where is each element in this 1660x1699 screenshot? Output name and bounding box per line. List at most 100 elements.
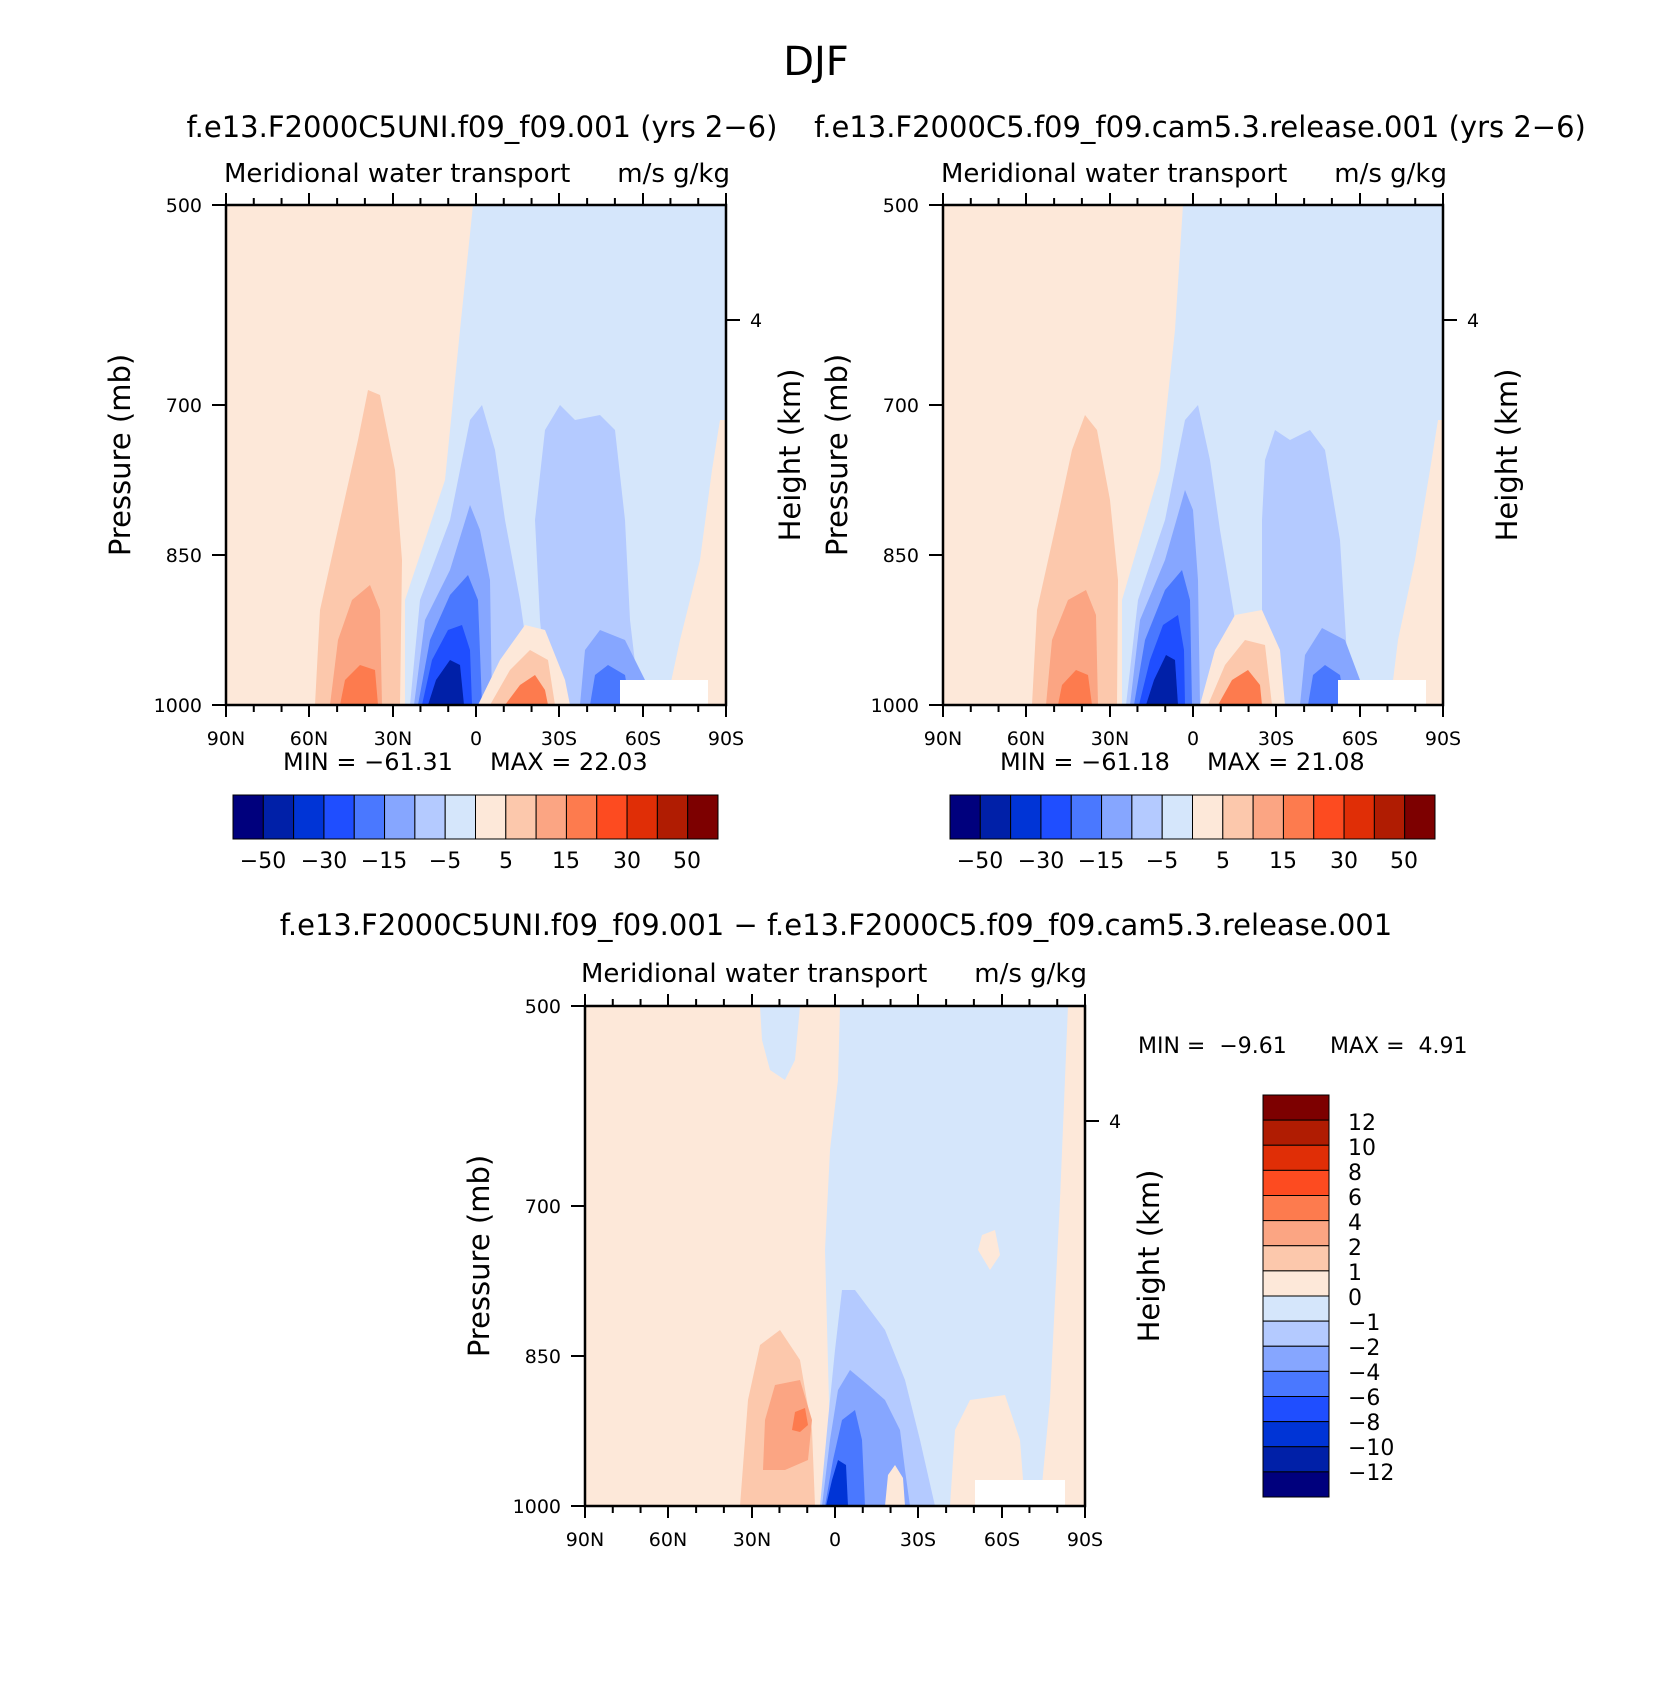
- panel-2-colorbar: [949, 794, 1436, 840]
- panel-3-cbar-label-2: 10: [1348, 1136, 1376, 1161]
- panel-1-ylabel: Pressure (mb): [103, 354, 137, 556]
- panel-3-colorbar-box: [1262, 1421, 1330, 1448]
- panel-3-plot-area: [585, 1006, 1085, 1506]
- panel-3-colorbar-box: [1262, 1370, 1330, 1397]
- panel-3-xtick-30n: 30N: [733, 1529, 771, 1551]
- panel-3-cbar-label-15: −12: [1348, 1461, 1394, 1486]
- panel-2-colorbar-box: [949, 794, 981, 840]
- panel-3-xtick-30s: 30S: [900, 1529, 936, 1551]
- panel-2-colorbar-box: [1282, 794, 1315, 840]
- panel-3-colorbar-box: [1262, 1094, 1330, 1121]
- panel-3-ytick-700: 700: [525, 1196, 561, 1218]
- panel-3-units: m/s g/kg: [974, 959, 1087, 989]
- panel-1-sh-positive-blob-3: [505, 675, 548, 705]
- panel-1-colorbar-box: [687, 794, 719, 840]
- panel-3-colorbar-box: [1262, 1195, 1330, 1222]
- panel-2-units: m/s g/kg: [1334, 159, 1447, 189]
- panel-3-colorbar-box: [1262, 1220, 1330, 1247]
- panel-1-cbar-label-1: −50: [240, 849, 286, 874]
- panel-3-ytick-1000: 1000: [513, 1496, 561, 1518]
- panel-3-colorbar-labels: 12 10 8 6 4 2 1 0 −1 −2 −4 −6 −8 −10 −12: [1348, 1111, 1394, 1486]
- panel-2-cbar-label-4: −5: [1146, 849, 1178, 874]
- panel-3-ytick-500: 500: [525, 996, 561, 1018]
- panel-2-ylabel: Pressure (mb): [820, 354, 854, 556]
- panel-1-xtick-90n: 90N: [207, 728, 245, 750]
- panel-1-colorbar-box: [262, 794, 295, 840]
- panel-2-ytick-850: 850: [883, 545, 919, 567]
- panel-1-ytick-700: 700: [166, 395, 202, 417]
- panel-2-xtick-90n: 90N: [924, 728, 962, 750]
- panel-3-cbar-label-3: 8: [1348, 1161, 1362, 1186]
- panel-1-colorbar-box: [626, 794, 658, 840]
- panel-1-max-label: MAX = 22.03: [490, 748, 648, 776]
- figure-title: DJF: [783, 39, 849, 85]
- panel-3-colorbar-box: [1262, 1245, 1330, 1272]
- panel-3-colorbar-box: [1262, 1471, 1330, 1498]
- panel-1-colorbar-box: [384, 794, 416, 840]
- panel-2-colorbar-box: [1343, 794, 1375, 840]
- panel-2-xtick-0: 0: [1187, 728, 1199, 750]
- panel-2-cbar-label-5: 5: [1216, 849, 1230, 874]
- panel-1-right-tick-4: 4: [750, 310, 762, 332]
- panel-2-cbar-label-2: −30: [1018, 849, 1064, 874]
- panel-3-ytick-850: 850: [525, 1346, 561, 1368]
- panel-1-colorbar-box: [565, 794, 598, 840]
- panel-3-colorbar: [1262, 1094, 1330, 1498]
- panel-2-colorbar-box: [1131, 794, 1163, 840]
- panel-3-x-ticks: [584, 994, 1086, 1518]
- panel-2-title: f.e13.F2000C5.f09_f09.cam5.3.release.001…: [814, 110, 1586, 144]
- panel-2-ytick-500: 500: [883, 195, 919, 217]
- panel-1-colorbar-box: [656, 794, 689, 840]
- panel-2-cbar-label-8: 50: [1390, 849, 1418, 874]
- panel-3-polar-positive: [1040, 1006, 1085, 1506]
- panel-2-cbar-label-3: −15: [1078, 849, 1124, 874]
- panel-3-xtick-0: 0: [829, 1529, 841, 1551]
- panel-3-colorbar-box: [1262, 1270, 1330, 1297]
- panel-3-xtick-60n: 60N: [649, 1529, 687, 1551]
- panel-1-colorbar: [232, 794, 719, 840]
- panel-2-colorbar-box: [1192, 794, 1224, 840]
- panel-3-sh-small-positive: [885, 1465, 905, 1506]
- panel-3-xtick-90s: 90S: [1067, 1529, 1103, 1551]
- panel-1-min-label: MIN = −61.31: [283, 748, 453, 776]
- panel-2-plot-area: [943, 205, 1443, 705]
- panel-3-upper-negative-patch: [760, 1006, 800, 1080]
- panel-1-colorbar-box: [293, 794, 325, 840]
- panel-1-variable: Meridional water transport: [224, 159, 570, 189]
- panel-1-cbar-label-4: −5: [429, 849, 461, 874]
- panel-1-sh-negative-mid: [535, 405, 640, 705]
- panel-1-cbar-label-5: 5: [499, 849, 513, 874]
- panel-2-nh-core-blob: [1058, 670, 1092, 705]
- panel-1-cbar-label-7: 30: [613, 849, 641, 874]
- panel-1-cbar-label-8: 50: [673, 849, 701, 874]
- panel-2-max-label: MAX = 21.08: [1207, 748, 1365, 776]
- panel-1-right-label: Height (km): [773, 369, 807, 542]
- panel-2-colorbar-box: [1101, 794, 1133, 840]
- panel-2-eq-negative-4: [1146, 655, 1178, 705]
- panel-3-cbar-label-14: −10: [1348, 1436, 1394, 1461]
- panel-3-colorbar-box: [1262, 1320, 1330, 1347]
- panel-2-ytick-700: 700: [883, 395, 919, 417]
- panel-1-x-ticks: [225, 193, 727, 717]
- panel-2-xtick-60n: 60N: [1007, 728, 1045, 750]
- panel-2-cbar-label-6: 15: [1269, 849, 1297, 874]
- panel-1-xtick-30n: 30N: [374, 728, 412, 750]
- panel-1-colorbar-box: [505, 794, 537, 840]
- panel-1-xtick-60s: 60S: [625, 728, 661, 750]
- panel-1-colorbar-box: [596, 794, 628, 840]
- panel-1-colorbar-labels: −50 −30 −15 −5 5 15 30 50: [240, 849, 701, 874]
- panel-3-nh-positive-2: [763, 1380, 812, 1470]
- panel-3-nh-positive-3: [792, 1408, 808, 1432]
- panel-3-cbar-label-1: 12: [1348, 1111, 1376, 1136]
- panel-2-variable: Meridional water transport: [941, 159, 1287, 189]
- panel-1-colorbar-box: [414, 794, 446, 840]
- panel-2-y-ticks: [929, 204, 1457, 706]
- panel-2-cbar-label-7: 30: [1330, 849, 1358, 874]
- panel-2-xtick-30n: 30N: [1091, 728, 1129, 750]
- panel-1-nh-core-blob: [340, 665, 378, 705]
- panel-2-right-tick-4: 4: [1467, 310, 1479, 332]
- panel-3-colorbar-box: [1262, 1144, 1330, 1171]
- panel-3-colorbar-box: [1262, 1396, 1330, 1423]
- panel-2-colorbar-box: [1222, 794, 1254, 840]
- panel-2-colorbar-labels: −50 −30 −15 −5 5 15 30 50: [957, 849, 1418, 874]
